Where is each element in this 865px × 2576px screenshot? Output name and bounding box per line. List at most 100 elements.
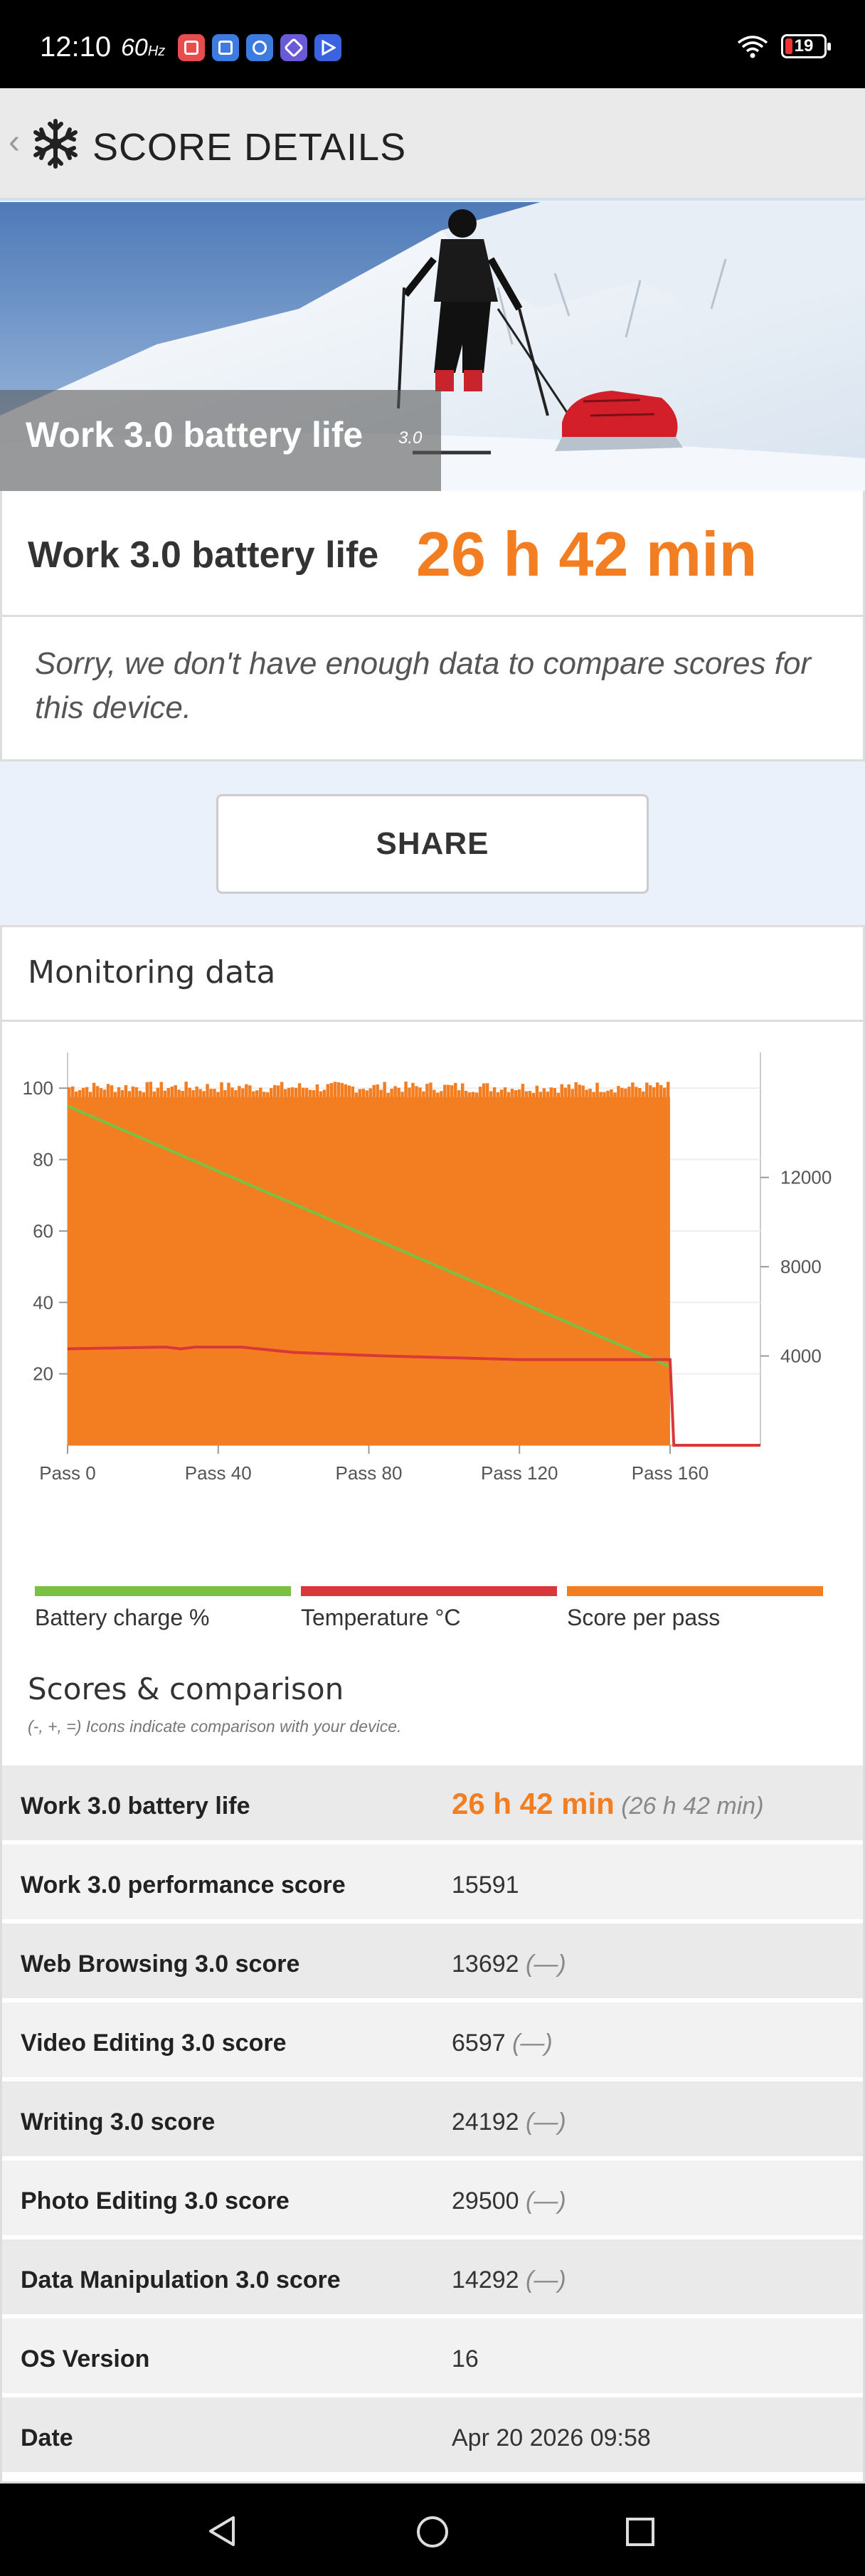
share-button[interactable]: SHARE — [216, 794, 649, 894]
row-label: Date — [21, 2424, 73, 2451]
row-label: Data Manipulation 3.0 score — [21, 2266, 341, 2293]
hero-title: Work 3.0 battery life — [26, 415, 363, 455]
score-bar — [159, 1082, 164, 1098]
score-bar — [301, 1087, 305, 1098]
row-compare: (—) — [526, 2266, 566, 2293]
legend-swatch — [567, 1586, 823, 1596]
row-value: 6597 (—) — [452, 2029, 553, 2057]
score-bar — [152, 1091, 156, 1098]
back-chevron-icon[interactable]: ‹ — [9, 123, 20, 161]
score-bar — [376, 1084, 379, 1098]
score-bar — [489, 1091, 493, 1098]
row-value: 26 h 42 min (26 h 42 min) — [452, 1787, 764, 1821]
hero-banner: Work 3.0 battery life 3.0 — [0, 202, 865, 491]
score-bar — [478, 1087, 482, 1098]
score-bar — [549, 1087, 553, 1098]
score-bar — [230, 1087, 234, 1098]
legend-label: Temperature °C — [301, 1605, 461, 1630]
red-app-icon — [178, 34, 205, 61]
score-bar — [138, 1090, 142, 1098]
table-row: Work 3.0 performance score 15591 — [2, 1844, 863, 1923]
result-label: Work 3.0 battery life — [28, 534, 379, 576]
row-value: 29500 (—) — [452, 2187, 566, 2215]
score-bar — [223, 1089, 227, 1098]
score-bar — [454, 1082, 457, 1098]
score-bar — [181, 1091, 184, 1098]
score-bar — [662, 1087, 667, 1098]
y-tick-label: 60 — [33, 1220, 53, 1242]
row-label: Web Browsing 3.0 score — [21, 1951, 300, 1978]
score-bar — [436, 1092, 440, 1098]
x-tick-label: Pass 120 — [481, 1462, 558, 1484]
score-bar — [386, 1092, 390, 1098]
row-compare: (—) — [526, 1951, 566, 1978]
score-bar — [344, 1084, 348, 1098]
score-bar — [198, 1089, 202, 1098]
score-bar — [408, 1087, 411, 1098]
score-bar — [145, 1082, 149, 1098]
score-bar — [358, 1089, 362, 1098]
score-bar — [127, 1091, 132, 1098]
score-bar — [482, 1083, 486, 1098]
gear-app-icon — [246, 34, 273, 61]
refresh-rate-value: 60 — [121, 34, 148, 61]
score-bar — [425, 1084, 429, 1098]
score-bar — [514, 1090, 518, 1098]
scores-title: Scores & comparison — [28, 1672, 344, 1706]
score-bar — [510, 1089, 514, 1098]
score-bar — [422, 1091, 425, 1098]
scores-table: Work 3.0 battery life 26 h 42 min (26 h … — [2, 1765, 863, 2476]
score-bar — [269, 1088, 273, 1098]
navigation-bar — [0, 2483, 865, 2576]
legend-swatch — [301, 1586, 557, 1596]
nav-recents-icon[interactable] — [625, 2516, 656, 2548]
x-tick-label: Pass 160 — [632, 1462, 709, 1484]
score-bar — [429, 1082, 432, 1098]
score-bar — [474, 1092, 479, 1098]
score-bar — [624, 1088, 627, 1098]
score-bar — [315, 1084, 319, 1098]
x-tick-label: Pass 40 — [185, 1462, 252, 1484]
nav-back-icon[interactable] — [206, 2515, 238, 2548]
page-title: SCORE DETAILS — [92, 126, 407, 169]
score-bar — [290, 1087, 294, 1098]
score-bar — [620, 1087, 624, 1098]
score-bar — [149, 1082, 153, 1098]
score-bar — [517, 1089, 521, 1098]
score-bar — [227, 1082, 230, 1098]
snowflake-logo-icon — [33, 119, 78, 169]
score-bar — [117, 1087, 121, 1098]
row-value-main: 26 h 42 min — [452, 1787, 615, 1820]
row-label: Writing 3.0 score — [21, 2108, 216, 2136]
legend-item-battery: Battery charge % — [35, 1586, 291, 1631]
score-bar — [393, 1086, 397, 1098]
score-bar — [467, 1092, 472, 1098]
row-value-main: 15591 — [452, 1872, 519, 1899]
score-bar — [556, 1092, 561, 1098]
score-bar — [368, 1088, 372, 1098]
score-bar — [610, 1089, 613, 1098]
score-bar — [265, 1092, 270, 1098]
battery-series-line — [67, 1104, 671, 1368]
score-bar — [322, 1089, 327, 1098]
score-bar — [287, 1087, 291, 1098]
row-compare: (—) — [526, 2108, 566, 2136]
row-value-main: 14292 — [452, 2266, 519, 2293]
score-bar — [546, 1091, 550, 1098]
score-bar — [92, 1082, 96, 1098]
score-bar — [142, 1092, 146, 1098]
score-bar — [259, 1087, 262, 1098]
nav-home-icon[interactable] — [415, 2515, 450, 2549]
divider — [2, 615, 863, 617]
score-bar — [585, 1089, 588, 1098]
score-bar — [588, 1088, 592, 1098]
table-row: Work 3.0 battery life 26 h 42 min (26 h … — [2, 1765, 863, 1844]
score-bar — [606, 1090, 610, 1098]
score-bar — [485, 1083, 489, 1098]
comparison-note: Sorry, we don't have enough data to comp… — [35, 646, 812, 725]
score-bar — [294, 1087, 298, 1098]
score-bar — [177, 1089, 181, 1098]
score-bar — [542, 1088, 546, 1098]
table-row: Data Manipulation 3.0 score 14292 (—) — [2, 2239, 863, 2318]
score-bar — [238, 1086, 241, 1098]
